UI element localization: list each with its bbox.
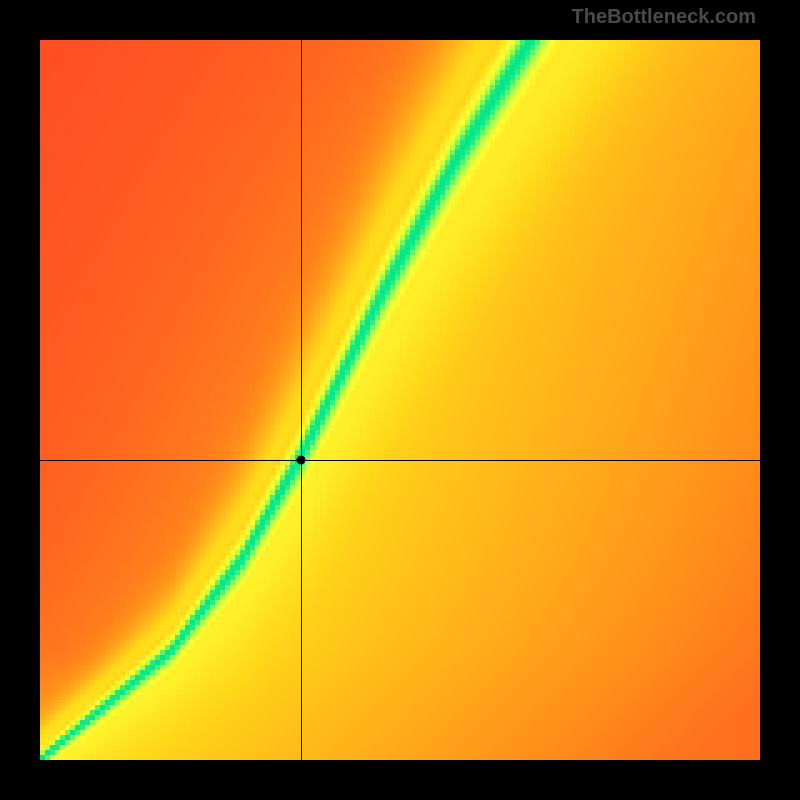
crosshair-vertical (301, 40, 302, 760)
bottleneck-heatmap (40, 40, 760, 760)
crosshair-horizontal (40, 460, 760, 461)
heatmap-canvas (40, 40, 760, 760)
watermark-text: TheBottleneck.com (572, 6, 756, 29)
marker-dot (297, 456, 306, 465)
